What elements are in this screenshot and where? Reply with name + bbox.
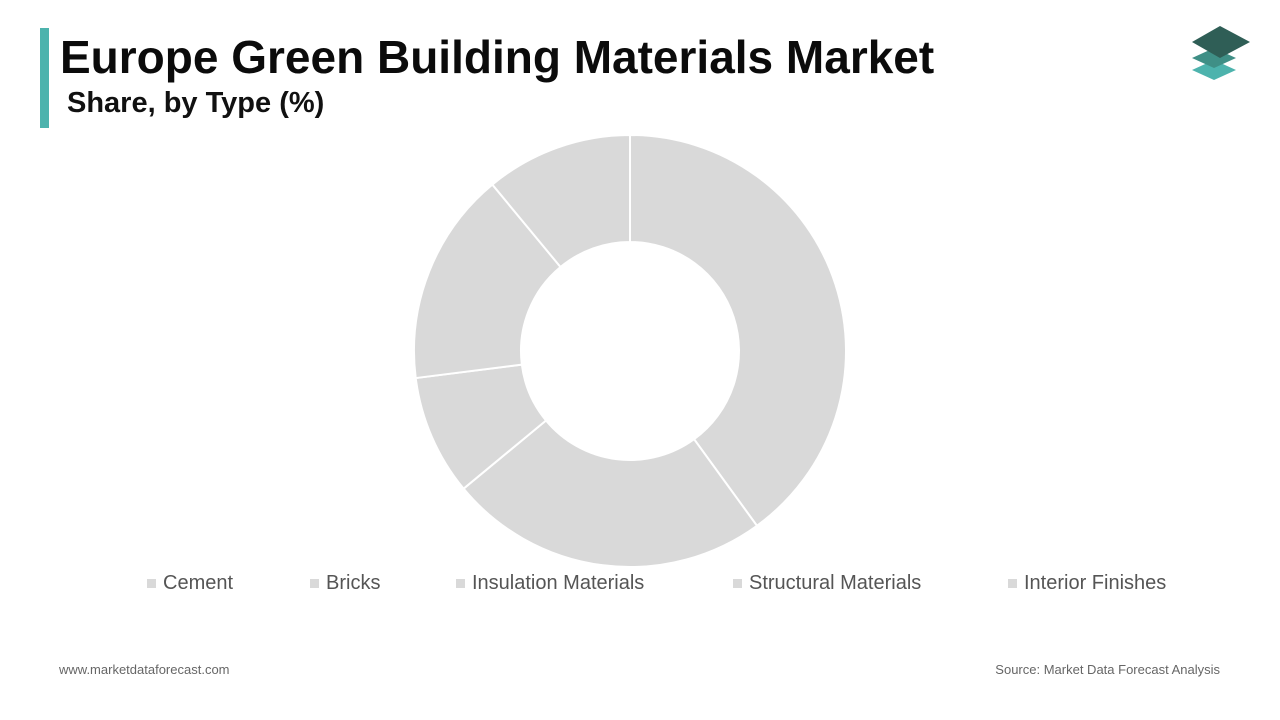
- legend-label: Insulation Materials: [472, 571, 645, 594]
- slice-cement: [629, 133, 847, 528]
- legend-label: Cement: [163, 571, 234, 594]
- footer-website: www.marketdataforecast.com: [59, 662, 230, 677]
- slice-interior-finishes: [490, 133, 631, 269]
- legend-swatch: [1008, 578, 1017, 588]
- legend-swatch: [147, 578, 156, 588]
- legend-label: Structural Materials: [749, 571, 922, 594]
- legend-item-cement: Cement: [147, 568, 233, 598]
- page-subtitle: Share, by Type (%): [67, 87, 325, 119]
- legend-item-insulation-materials: Insulation Materials: [456, 568, 644, 598]
- legend-item-bricks: Bricks: [310, 568, 380, 598]
- legend-swatch: [456, 578, 465, 588]
- stacked-layers-icon: [1192, 26, 1250, 80]
- legend-swatch: [310, 578, 319, 588]
- slice-bricks: [462, 419, 759, 568]
- page-title: Europe Green Building Materials Market: [60, 31, 935, 83]
- legend-item-structural-materials: Structural Materials: [733, 568, 921, 598]
- legend-label: Bricks: [326, 571, 381, 594]
- chart-legend: Cement Bricks Insulation Materials Structur…: [0, 568, 1280, 598]
- slice-structural-materials: [413, 183, 562, 380]
- footer-source: Source: Market Data Forecast Analysis: [995, 662, 1220, 677]
- legend-label: Interior Finishes: [1024, 571, 1167, 594]
- legend-swatch: [733, 578, 742, 588]
- title-accent-bar: [40, 28, 49, 128]
- legend-item-interior-finishes: Interior Finishes: [1008, 568, 1166, 598]
